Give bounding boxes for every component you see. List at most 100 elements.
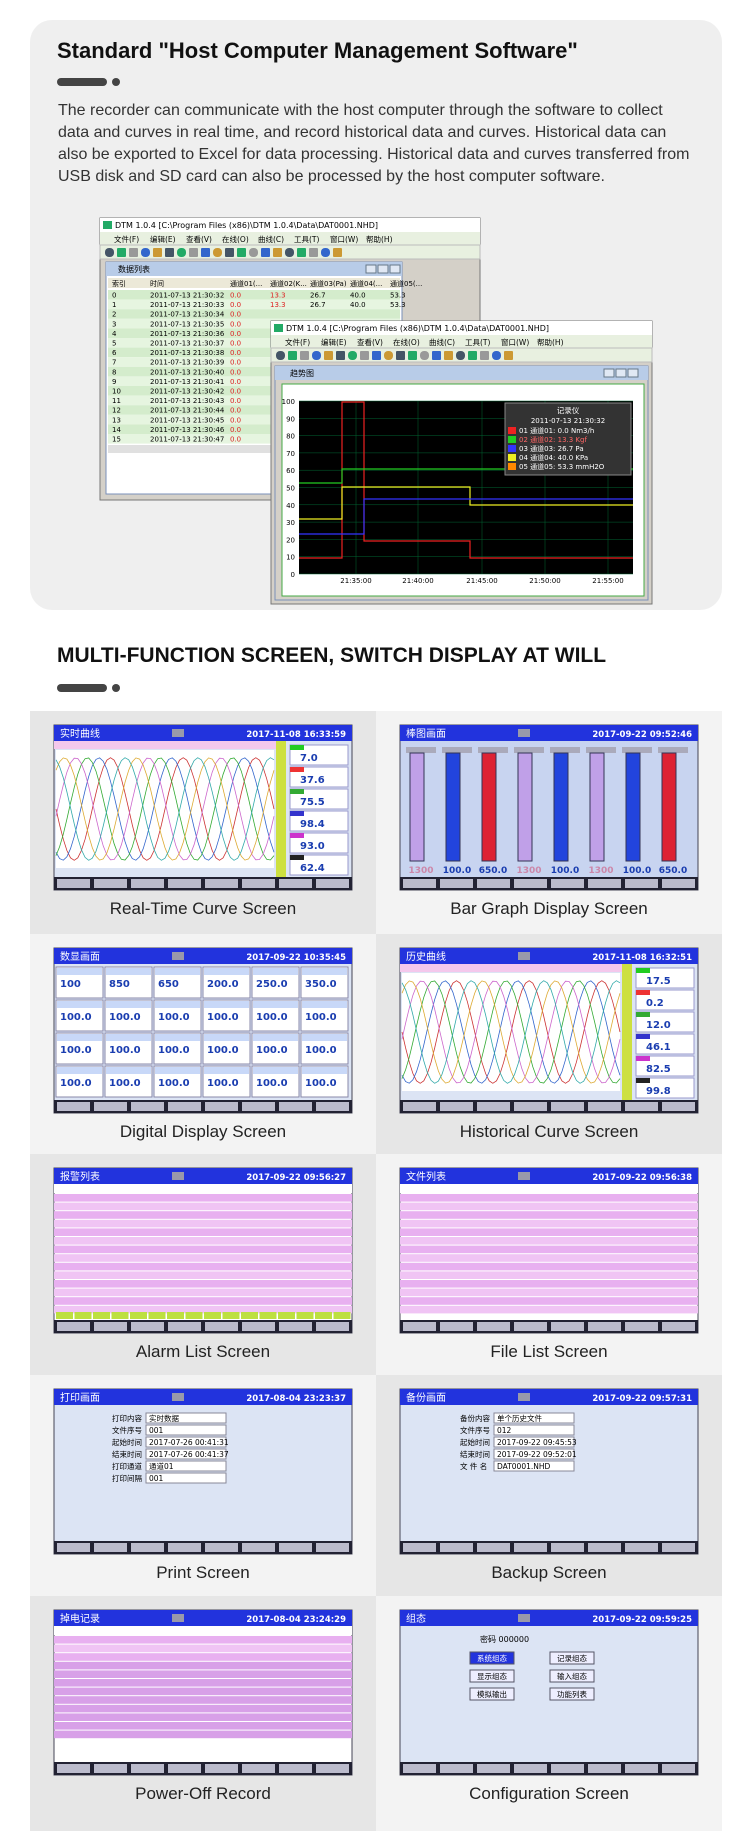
curve — [55, 757, 275, 861]
table-cell: 9 — [112, 378, 116, 386]
list-row — [54, 1211, 352, 1219]
field-box — [145, 1412, 227, 1424]
toolbar-icon — [153, 248, 162, 257]
bar-graph — [481, 752, 497, 862]
list-row — [400, 1219, 698, 1228]
screen-caption: Bar Graph Display Screen — [450, 899, 647, 918]
soft-key — [168, 1322, 201, 1331]
table-cell: 10 — [112, 388, 121, 396]
child-titlebar — [275, 366, 648, 380]
screen-titlebar — [400, 948, 698, 964]
bar-graph — [661, 752, 677, 862]
child-title: 趋势图 — [290, 368, 314, 378]
curve — [55, 757, 275, 861]
toolbar-icon — [237, 248, 246, 257]
channel-tag — [315, 1312, 332, 1319]
channel-tag — [333, 1312, 351, 1319]
bar-value: 650.0 — [479, 866, 507, 876]
window-button — [365, 264, 377, 274]
window-icon — [274, 324, 283, 332]
table-cell: 0.0 — [230, 359, 241, 367]
list-row — [54, 1245, 352, 1254]
readout-value: 46.1 — [646, 1042, 671, 1053]
table-cell: 2011-07-13 21:30:45 — [150, 416, 224, 424]
list-row — [54, 1687, 352, 1696]
list-row — [54, 1696, 352, 1704]
field-box — [145, 1460, 227, 1472]
window-button — [615, 368, 627, 378]
screen-titlebar — [400, 1610, 698, 1626]
trend-line — [299, 401, 633, 559]
sub-header — [400, 964, 622, 972]
list-row — [400, 1288, 698, 1297]
digital-value: 850 — [109, 979, 130, 990]
screen-caption: Real-Time Curve Screen — [110, 899, 296, 918]
soft-key — [94, 1543, 127, 1552]
window-button — [603, 368, 615, 378]
screen-time: 2017-09-22 09:56:27 — [246, 1173, 346, 1183]
list-row — [54, 1722, 352, 1730]
curve — [401, 980, 621, 1084]
readout-value: 62.4 — [300, 863, 325, 874]
digital-value: 100.0 — [305, 1078, 337, 1089]
bar-label-bg — [658, 747, 688, 753]
soft-key — [588, 1543, 621, 1552]
field-box — [493, 1448, 575, 1460]
readout-tag — [290, 833, 304, 838]
toolbar-icon — [336, 351, 345, 360]
bar-label-bg — [478, 747, 508, 753]
readout-box — [635, 989, 695, 1011]
readout-box — [635, 967, 695, 989]
soft-key — [588, 1764, 621, 1773]
window-titlebar — [100, 218, 480, 232]
legend-entry: 03 通道03: 26.7 Pa — [519, 444, 584, 453]
screen-title: 棒图画面 — [406, 727, 446, 740]
bar-graph — [553, 752, 569, 862]
column-header: 通道03(Pa) — [310, 279, 347, 288]
digital-head — [253, 1067, 298, 1074]
toolbar-icon — [117, 248, 126, 257]
table-row — [108, 328, 400, 338]
toolbar-icon — [456, 351, 465, 360]
digital-head — [155, 1001, 200, 1008]
menu-item: 查看(V) — [186, 234, 212, 244]
screen-time: 2017-09-22 09:56:38 — [592, 1173, 692, 1183]
soft-key — [440, 1543, 473, 1552]
digital-head — [106, 1034, 151, 1041]
soft-key — [94, 1102, 127, 1111]
legend-box — [504, 402, 632, 476]
y-tick-label: 60 — [286, 467, 295, 475]
list-row — [54, 1704, 352, 1713]
table-cell: 0.0 — [230, 416, 241, 424]
curve — [401, 980, 621, 1084]
digital-head — [155, 1034, 200, 1041]
x-tick-label: 21:35:00 — [340, 577, 371, 585]
readout-tag — [636, 1012, 650, 1017]
channel-tag — [56, 1312, 73, 1319]
toolbar-icon — [177, 248, 186, 257]
soft-key — [477, 1322, 510, 1331]
table-cell: 2011-07-13 21:30:35 — [150, 320, 224, 328]
digital-head — [204, 968, 249, 975]
menu-item: 文件(F) — [114, 234, 139, 244]
table-row — [108, 338, 400, 348]
list-row — [54, 1228, 352, 1236]
toolbar-icon — [444, 351, 453, 360]
list-header — [54, 1184, 352, 1193]
list-row — [54, 1670, 352, 1678]
soft-key — [57, 1764, 90, 1773]
channel-tag — [148, 1312, 166, 1319]
soft-key — [514, 879, 547, 888]
soft-key — [662, 1102, 695, 1111]
screen-titlebar — [54, 948, 352, 964]
list-row — [54, 1219, 352, 1228]
channel-tag — [259, 1312, 277, 1319]
screen-titlebar — [54, 1610, 352, 1626]
digital-value: 100.0 — [207, 1045, 239, 1056]
legend-entry: 04 通道04: 40.0 KPa — [519, 453, 588, 462]
field-box — [145, 1424, 227, 1436]
table-cell: 2011-07-13 21:30:42 — [150, 388, 224, 396]
list-row — [54, 1202, 352, 1211]
soft-key — [242, 1102, 275, 1111]
